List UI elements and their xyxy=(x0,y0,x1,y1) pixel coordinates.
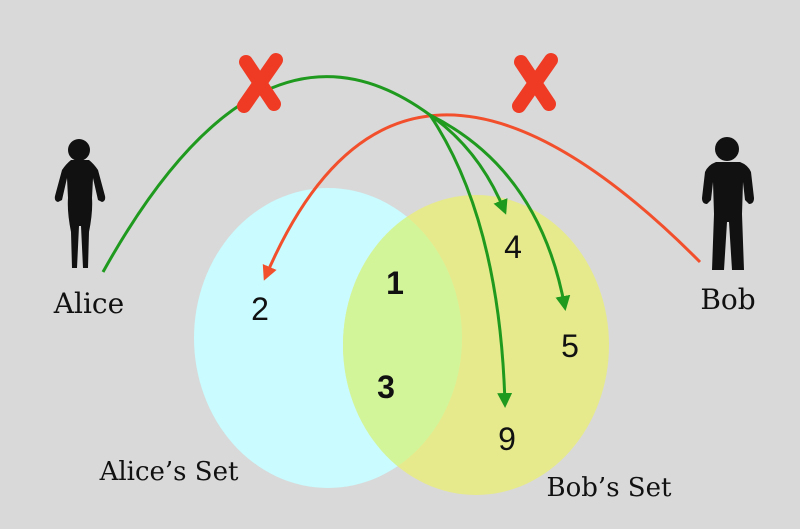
bob-set-label: Bob’s Set xyxy=(547,473,672,503)
element-bob-only: 9 xyxy=(498,421,516,457)
alice-arrow-to-5 xyxy=(429,113,571,311)
alice-arrow-to-9 xyxy=(428,114,513,408)
blocked-x-icon xyxy=(512,53,558,113)
element-shared: 3 xyxy=(377,369,395,405)
alice-silhouette-icon xyxy=(54,139,106,268)
alice-label: Alice xyxy=(53,287,124,320)
bob-label: Bob xyxy=(700,283,755,316)
alice-set-label: Alice’s Set xyxy=(99,457,239,487)
bob-to-alice-arrow xyxy=(262,113,702,281)
element-shared: 1 xyxy=(386,265,404,301)
bob-silhouette-icon xyxy=(702,137,754,270)
element-bob-only: 5 xyxy=(561,328,579,364)
element-bob-only: 4 xyxy=(504,229,522,265)
element-alice-only: 2 xyxy=(251,291,269,327)
alice-arrow-to-4 xyxy=(429,113,508,215)
intersection-region xyxy=(343,195,462,488)
blocked-x-icon xyxy=(237,53,283,113)
